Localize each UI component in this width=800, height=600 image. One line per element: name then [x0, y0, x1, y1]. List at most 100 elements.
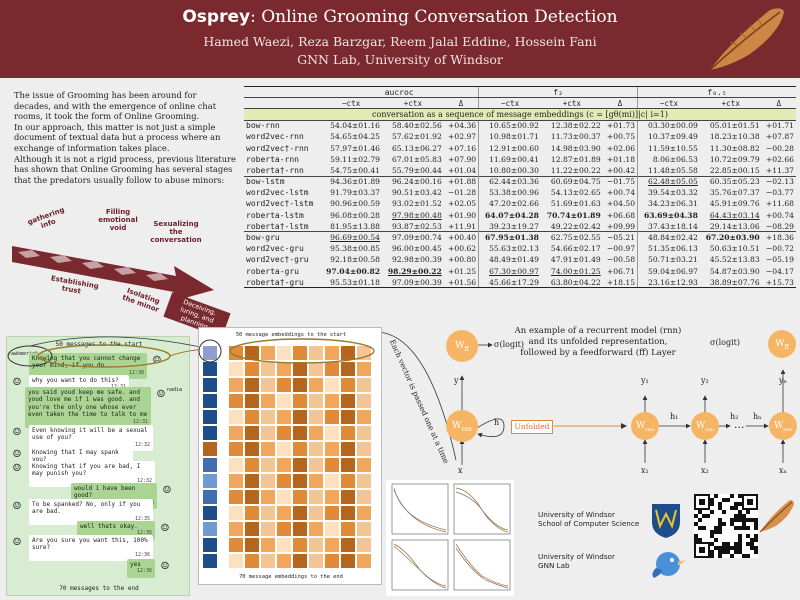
embedding-cell [261, 522, 275, 536]
subhead-delta: Δ [761, 97, 796, 110]
embedding-cell [229, 362, 243, 376]
metric-cell: +18.36 [761, 231, 796, 244]
embedding-cell [325, 490, 339, 504]
embedding-cell [261, 394, 275, 408]
metric-cell: 62.44±03.36 [478, 175, 541, 188]
wff-label: W [775, 339, 785, 349]
message-timestamp: 12:35 [134, 515, 150, 522]
embedding-cell [245, 442, 259, 456]
embedding-cell [357, 506, 371, 520]
metric-cell: +02.05 [448, 199, 477, 209]
model-name-cell: word2vec-rnn [246, 132, 304, 142]
embedding-cell [261, 442, 275, 456]
wrnn-node-1: Wrnn [631, 412, 659, 440]
abstract-paragraph: The issue of Grooming has been around fo… [14, 90, 217, 122]
metric-cell: 90.51±03.42 [391, 188, 442, 198]
table-row: roberta†-rnn 54.75±00.41 55.79±00.44 +01.04… [244, 164, 796, 176]
affiliation: GNN Lab, University of Windsor [297, 52, 503, 67]
metric-cell: +01.25 [448, 266, 477, 276]
embedding-cell [309, 554, 323, 568]
chat-bottom-caption: 70 messages to the end [59, 585, 139, 592]
metric-cell: 51.35±06.13 [637, 243, 700, 255]
avatar-icon: ☺ [156, 389, 166, 400]
metric-cell: −04.17 [765, 266, 794, 276]
metric-cell: 91.79±03.37 [330, 188, 381, 198]
model-name-cell: word2vec†-lstm [246, 199, 314, 209]
embedding-cell [261, 538, 275, 552]
embedding-cell [229, 394, 243, 408]
metric-cell: −08.29 [765, 221, 794, 231]
embedding-cell [245, 458, 259, 472]
metric-cell: 63.80±04.22 [540, 276, 603, 289]
metric-cell: 67.20±03.90 [699, 231, 762, 244]
model-name-cell: word2vec†-gru [246, 255, 309, 265]
embedding-cell [245, 378, 259, 392]
uni1-line: University of Windsor [538, 510, 615, 519]
embedding-cell [325, 426, 339, 440]
embedding-cell [309, 490, 323, 504]
rnn-caption-line: followed by a feedforward (ff) Layer [520, 348, 676, 358]
embedding-cell [203, 538, 217, 552]
embedding-cell [203, 522, 217, 536]
metric-cell: 81.95±13.88 [330, 221, 381, 231]
table-row: word2vec-rnn 54.65±04.25 57.62±01.92 +02.97… [244, 131, 796, 143]
wff-node-unfolded: Wff [768, 330, 796, 358]
model-name-cell: word2vec-lstm [246, 188, 309, 198]
embedding-cell [309, 394, 323, 408]
embedding-cell [229, 426, 243, 440]
metric-cell: 65.13±06.27 [391, 143, 442, 153]
context-row: conversation as a sequence of message em… [244, 108, 796, 121]
embedding-cell [229, 410, 243, 424]
ellipsis: ... [734, 418, 745, 431]
rnn-arrows [459, 342, 786, 465]
embedding-cell [357, 474, 371, 488]
embedding-cell [203, 378, 217, 392]
embedding-cell [229, 474, 243, 488]
message-text: you said youd keep me safe. and youd lov… [28, 389, 148, 419]
metric-cell: 67.30±00.97 [478, 265, 541, 277]
embedding-cell [245, 346, 259, 360]
context-row-text: conversation as a sequence of message em… [244, 108, 796, 121]
metric-cell: −01.28 [448, 188, 477, 198]
subhead-plus-ctx: +ctx [540, 97, 603, 110]
metric-cell: +01.56 [443, 276, 479, 289]
embedding-cell [203, 474, 217, 488]
metric-cell: 12.87±01.89 [550, 154, 601, 164]
embedding-cell [325, 522, 339, 536]
title-bold: Osprey [182, 7, 251, 27]
message-text: well thats okay. [80, 523, 138, 530]
embedding-cell [341, 394, 355, 408]
embedding-cell [245, 410, 259, 424]
abstract-paragraph: Although it is not a rigid process, prev… [14, 153, 236, 185]
embedding-cell [293, 378, 307, 392]
sender-left-name: rawkmeriak [8, 351, 39, 357]
model-name-cell: roberta†-lstm [246, 221, 309, 231]
metric-cell: 64.43±03.14 [709, 210, 760, 220]
metric-cell: 12.91±00.60 [478, 142, 541, 154]
metric-cell: 39.54±03.32 [637, 187, 700, 199]
embedding-cell [341, 538, 355, 552]
metric-cell: 10.65±00.92 [478, 120, 541, 132]
embedding-cell [229, 538, 243, 552]
embedding-cell [203, 394, 217, 408]
message-timestamp: 12:35 [136, 530, 152, 537]
metric-cell: 11.22±00.22 [550, 165, 601, 175]
embedding-cell [341, 378, 355, 392]
embedding-cell [341, 346, 355, 360]
wrnn-label: W [452, 421, 462, 431]
uni1-line: School of Computer Science [538, 519, 640, 528]
table-group-header: aucroc f₂ f₀.₅ [244, 85, 796, 99]
embedding-cell [277, 538, 291, 552]
metric-cell: +02.97 [448, 132, 477, 142]
metric-cell: 18.23±10.38 [709, 132, 760, 142]
metric-cell: +09.99 [606, 221, 636, 231]
metric-cell: −00.28 [765, 143, 794, 153]
metric-cell: +01.73 [606, 121, 636, 131]
embedding-cell [325, 458, 339, 472]
embedding-cell [277, 522, 291, 536]
metric-cell: 93.02±01.52 [391, 199, 442, 209]
metric-cell: 50.71±03.21 [637, 254, 700, 266]
metric-cell: +00.42 [606, 165, 636, 175]
embedding-cell [229, 442, 243, 456]
h-label: h [494, 418, 500, 427]
